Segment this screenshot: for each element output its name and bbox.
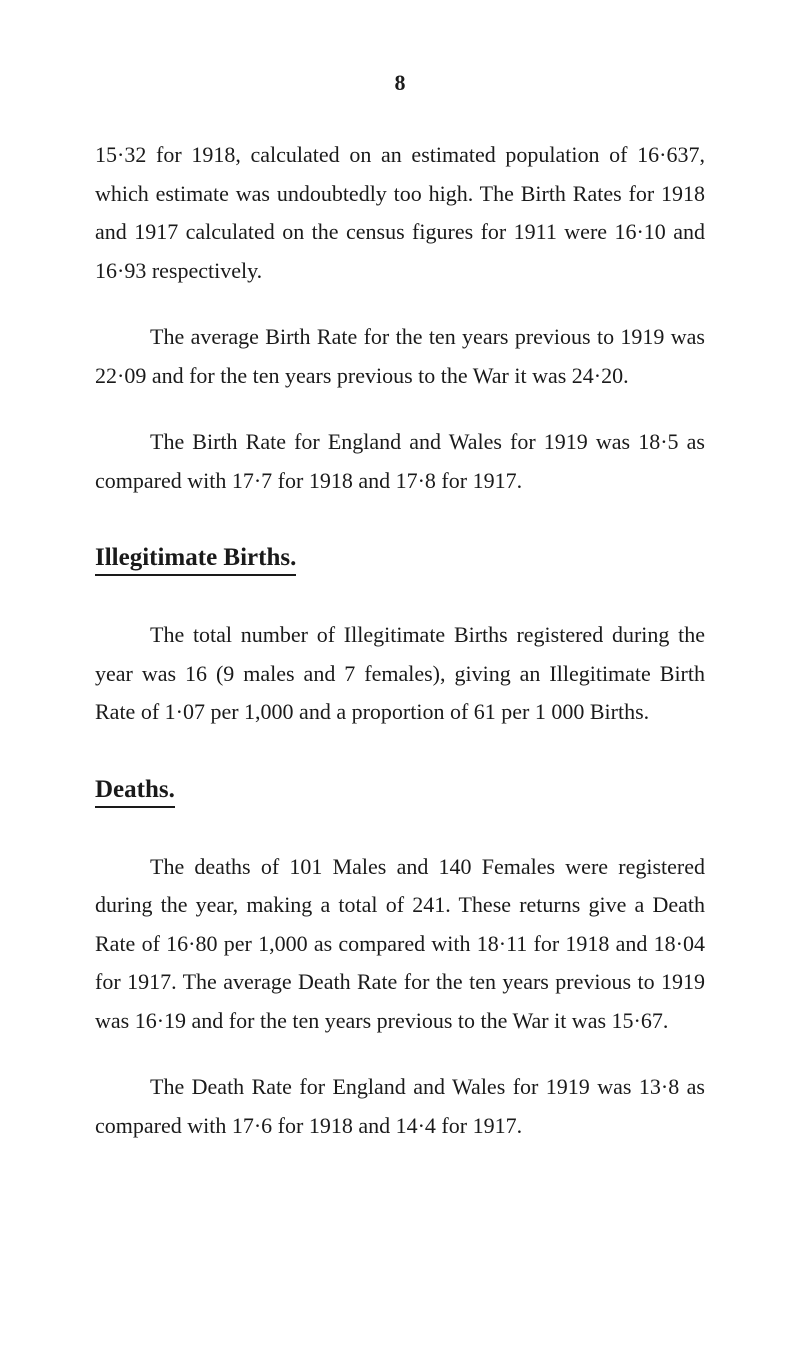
section-heading-deaths: Deaths. <box>95 776 175 808</box>
body-paragraph: 15·32 for 1918, calculated on an estimat… <box>95 136 705 290</box>
body-paragraph: The Death Rate for England and Wales for… <box>95 1068 705 1145</box>
section-heading-illegitimate-births: Illegitimate Births. <box>95 544 296 576</box>
body-paragraph: The average Birth Rate for the ten years… <box>95 318 705 395</box>
page-number: 8 <box>95 70 705 96</box>
body-paragraph: The total number of Illegitimate Births … <box>95 616 705 732</box>
body-paragraph: The Birth Rate for England and Wales for… <box>95 423 705 500</box>
body-paragraph: The deaths of 101 Males and 140 Females … <box>95 848 705 1041</box>
